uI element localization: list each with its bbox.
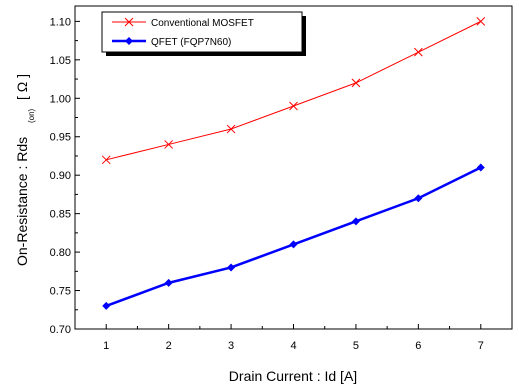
x-tick-label: 2	[166, 340, 172, 352]
y-axis-title-subscript: (on)	[27, 108, 36, 123]
x-tick-label: 1	[103, 340, 109, 352]
legend-label-conventional: Conventional MOSFET	[151, 18, 254, 29]
y-axis-title-main: On-Resistance : Rds	[14, 137, 30, 266]
y-tick-label: 0.95	[50, 132, 71, 144]
y-tick-label: 0.85	[50, 209, 71, 221]
x-tick-label: 5	[353, 340, 359, 352]
y-tick-label: 1.00	[50, 93, 71, 105]
legend: Conventional MOSFET QFET (FQP7N60)	[101, 11, 306, 56]
x-tick-label: 6	[415, 340, 421, 352]
data-point-conventional	[289, 101, 298, 111]
x-tick-label: 7	[478, 340, 484, 352]
y-axis-title-unit: [ Ω ]	[14, 74, 30, 100]
data-point-conventional	[164, 140, 173, 149]
x-tick-label: 4	[290, 340, 296, 352]
x-axis: 1 2 3 4 5 6 7	[103, 324, 484, 352]
data-point-conventional	[351, 78, 361, 88]
data-point-conventional	[101, 155, 111, 165]
data-point-qfet	[164, 278, 173, 287]
data-point-qfet	[102, 301, 111, 310]
x-tick-label: 3	[228, 340, 234, 352]
y-axis: 0.70 0.75 0.80 0.85 0.90 0.95 1.00 1.05 1.10	[50, 16, 80, 336]
data-point-qfet	[414, 194, 423, 203]
data-point-conventional	[414, 47, 423, 57]
data-point-conventional	[476, 17, 486, 26]
y-tick-label: 1.05	[50, 55, 71, 67]
data-point-qfet	[227, 263, 236, 272]
y-tick-label: 0.90	[50, 170, 71, 182]
legend-box	[101, 11, 303, 53]
data-point-conventional	[226, 124, 236, 134]
data-point-qfet	[351, 217, 360, 226]
y-tick-label: 0.70	[50, 324, 71, 336]
data-point-qfet	[476, 163, 485, 172]
legend-marker-conventional	[124, 17, 134, 27]
y-tick-label: 0.80	[50, 247, 71, 259]
data-point-qfet	[289, 240, 298, 249]
x-axis-title: Drain Current : Id [A]	[229, 368, 357, 384]
y-axis-title: On-Resistance : Rds (on) [ Ω ]	[14, 74, 36, 266]
legend-marker-qfet	[125, 37, 133, 45]
series-line-qfet	[105, 166, 482, 308]
series-layer	[101, 17, 486, 310]
legend-label-qfet: QFET (FQP7N60)	[151, 37, 231, 48]
y-tick-label: 0.75	[50, 286, 71, 298]
y-tick-label: 1.10	[50, 16, 71, 28]
